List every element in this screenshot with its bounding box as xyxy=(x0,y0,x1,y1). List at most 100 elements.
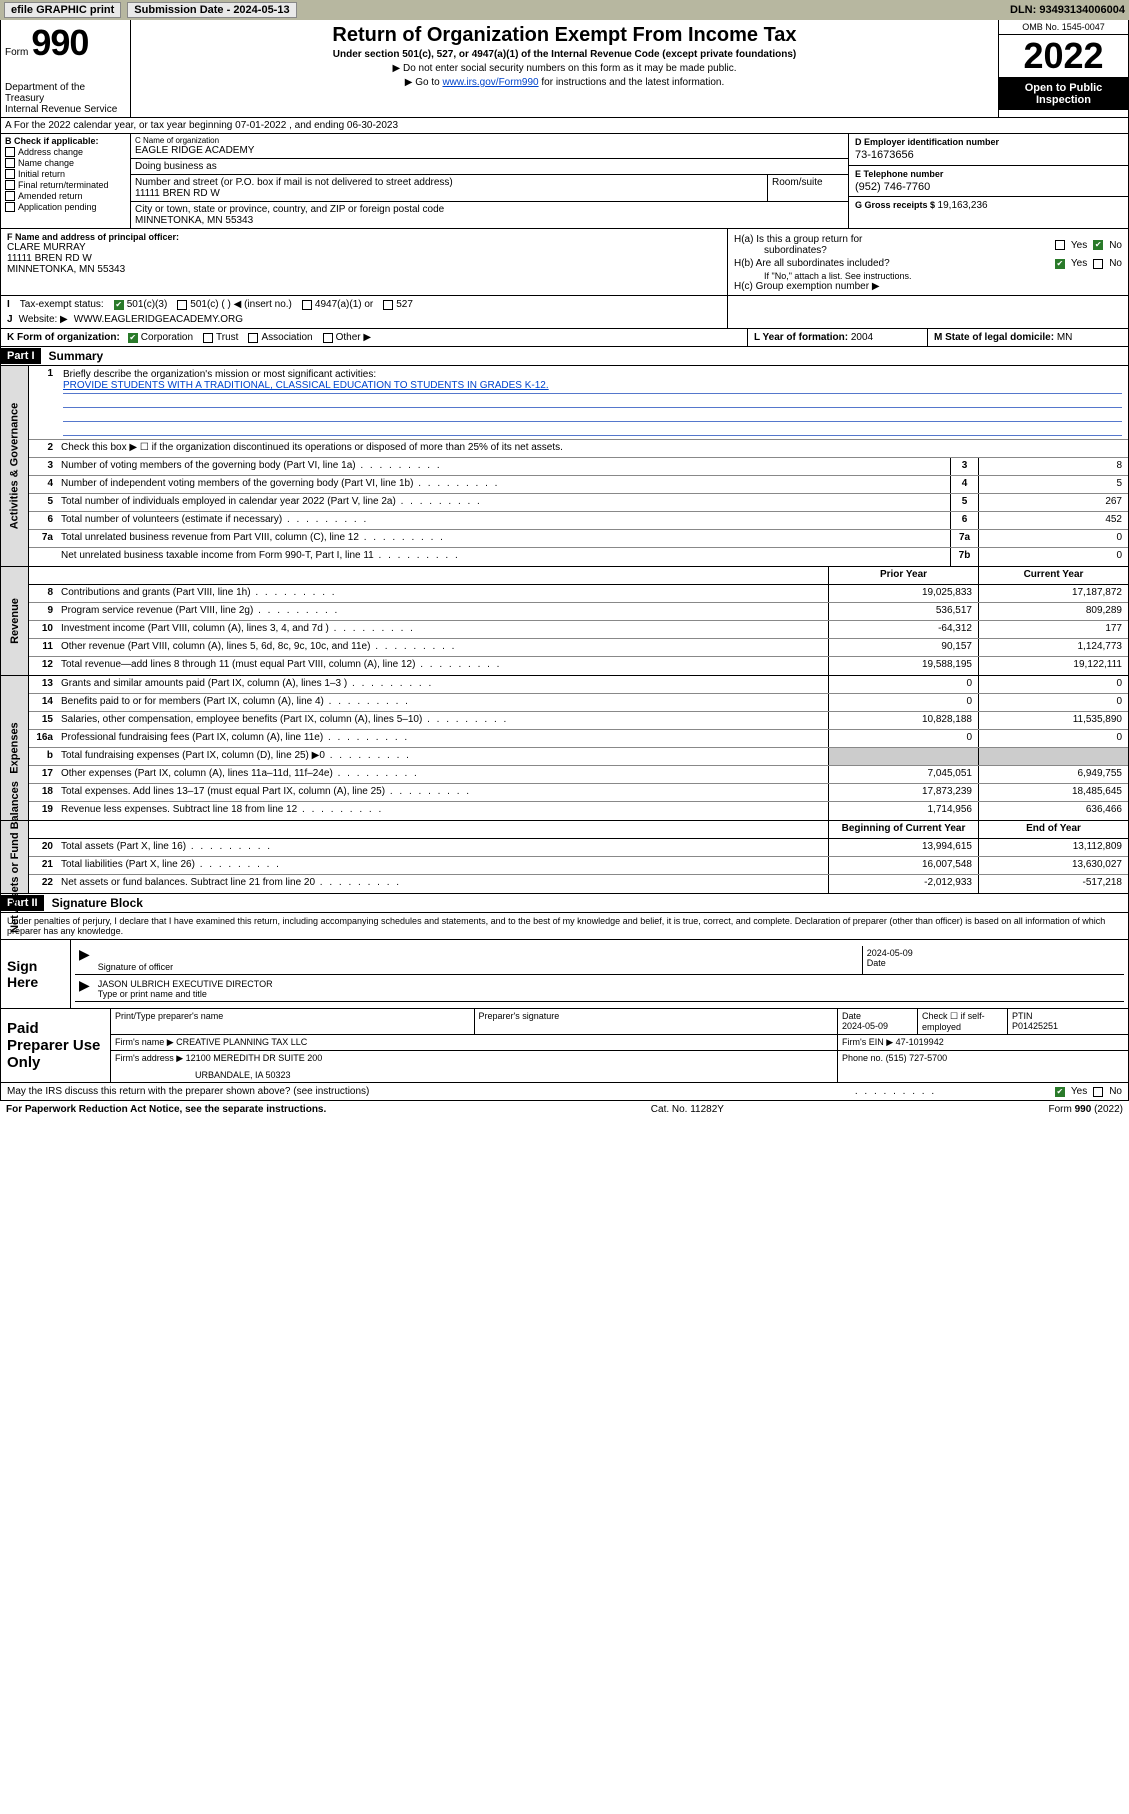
firm-phone-lab: Phone no. xyxy=(842,1053,883,1063)
tax-status-checkbox[interactable] xyxy=(177,300,187,310)
section-expenses: Expenses13Grants and similar amounts pai… xyxy=(0,676,1129,821)
ha-yes-checkbox[interactable] xyxy=(1055,240,1065,250)
footer-left: For Paperwork Reduction Act Notice, see … xyxy=(6,1104,326,1115)
firm-addr1: 12100 MEREDITH DR SUITE 200 xyxy=(186,1053,323,1063)
checkbox[interactable] xyxy=(5,147,15,157)
firm-addr2: URBANDALE, IA 50323 xyxy=(115,1064,833,1080)
table-row: 8Contributions and grants (Part VIII, li… xyxy=(29,585,1128,603)
header-right: OMB No. 1545-0047 2022 Open to Public In… xyxy=(998,20,1128,117)
block-ij: I Tax-exempt status: ✔501(c)(3)501(c) ( … xyxy=(0,296,1129,329)
table-row: bTotal fundraising expenses (Part IX, co… xyxy=(29,748,1128,766)
table-row: 6Total number of volunteers (estimate if… xyxy=(29,512,1128,530)
table-row: 11Other revenue (Part VIII, column (A), … xyxy=(29,639,1128,657)
side-tab: Activities & Governance xyxy=(1,366,29,566)
part1-badge: Part I xyxy=(1,348,41,364)
table-row: 16aProfessional fundraising fees (Part I… xyxy=(29,730,1128,748)
checkbox[interactable] xyxy=(5,180,15,190)
irs-yes-checkbox[interactable]: ✔ xyxy=(1055,1087,1065,1097)
section-activities-governance: Activities & Governance1Briefly describe… xyxy=(0,366,1129,567)
colb-item: Initial return xyxy=(5,169,126,179)
prep-selfemp: Check ☐ if self-employed xyxy=(918,1009,1008,1034)
table-row: 18Total expenses. Add lines 13–17 (must … xyxy=(29,784,1128,802)
checkbox[interactable] xyxy=(5,169,15,179)
prep-date-val: 2024-05-09 xyxy=(842,1021,888,1031)
tax-status-checkbox[interactable] xyxy=(383,300,393,310)
footer-row: For Paperwork Reduction Act Notice, see … xyxy=(0,1101,1129,1118)
firm-phone: (515) 727-5700 xyxy=(886,1053,948,1063)
table-row: Net unrelated business taxable income fr… xyxy=(29,548,1128,566)
omb-number: OMB No. 1545-0047 xyxy=(999,20,1128,35)
irs-no-checkbox[interactable] xyxy=(1093,1087,1103,1097)
firm-ein-lab: Firm's EIN ▶ xyxy=(842,1037,893,1047)
form-org-checkbox[interactable] xyxy=(248,333,258,343)
block-bcd: B Check if applicable: Address changeNam… xyxy=(0,134,1129,229)
row-a-tax-year: A For the 2022 calendar year, or tax yea… xyxy=(0,118,1129,134)
signature-block: Under penalties of perjury, I declare th… xyxy=(0,913,1129,1101)
table-row: 2Check this box ▶ ☐ if the organization … xyxy=(29,440,1128,458)
header-left: Form 990 Department of the Treasury Inte… xyxy=(1,20,131,117)
efile-btn[interactable]: efile GRAPHIC print xyxy=(4,2,121,18)
sig-declaration: Under penalties of perjury, I declare th… xyxy=(1,913,1128,940)
part2-header-row: Part II Signature Block xyxy=(0,894,1129,913)
hb-yes-checkbox[interactable]: ✔ xyxy=(1055,259,1065,269)
part1-title: Summary xyxy=(41,347,112,365)
table-row: 13Grants and similar amounts paid (Part … xyxy=(29,676,1128,694)
tax-status-checkbox[interactable] xyxy=(302,300,312,310)
colb-item: Name change xyxy=(5,158,126,168)
ptin-val: P01425251 xyxy=(1012,1021,1058,1031)
l-value: 2004 xyxy=(851,332,873,343)
form-org-checkbox[interactable] xyxy=(203,333,213,343)
table-row: 12Total revenue—add lines 8 through 11 (… xyxy=(29,657,1128,675)
table-row: 7aTotal unrelated business revenue from … xyxy=(29,530,1128,548)
name-label: C Name of organization xyxy=(135,136,844,145)
submission-date-btn[interactable]: Submission Date - 2024-05-13 xyxy=(127,2,296,18)
prep-name-hdr: Print/Type preparer's name xyxy=(111,1009,475,1034)
block-fh: F Name and address of principal officer:… xyxy=(0,229,1129,296)
org-address: 11111 BREN RD W xyxy=(135,188,763,199)
form-word: Form xyxy=(5,47,28,58)
col-d: D Employer identification number 73-1673… xyxy=(848,134,1128,228)
phone-value: (952) 746-7760 xyxy=(855,181,1122,193)
table-row: 1Briefly describe the organization's mis… xyxy=(29,366,1128,440)
col-b-check: B Check if applicable: Address changeNam… xyxy=(1,134,131,228)
colb-item: Application pending xyxy=(5,202,126,212)
checkbox[interactable] xyxy=(5,191,15,201)
form-org-checkbox[interactable]: ✔ xyxy=(128,333,138,343)
paid-preparer-label: Paid Preparer Use Only xyxy=(1,1009,111,1082)
sig-officer-label: Signature of officer xyxy=(98,962,858,972)
phone-label: E Telephone number xyxy=(855,169,1122,179)
city-label: City or town, state or province, country… xyxy=(135,204,844,215)
sig-name-title: JASON ULBRICH EXECUTIVE DIRECTOR xyxy=(98,979,1120,989)
checkbox[interactable] xyxy=(5,202,15,212)
col-f-officer: F Name and address of principal officer:… xyxy=(1,229,728,295)
table-row: 20Total assets (Part X, line 16)13,994,6… xyxy=(29,839,1128,857)
room-label: Room/suite xyxy=(772,177,844,188)
may-irs-discuss: May the IRS discuss this return with the… xyxy=(7,1086,855,1097)
table-row: 17Other expenses (Part IX, column (A), l… xyxy=(29,766,1128,784)
sign-here-label: Sign Here xyxy=(1,940,71,1008)
form-subtitle: Under section 501(c), 527, or 4947(a)(1)… xyxy=(139,49,990,60)
row-klm: K Form of organization: ✔CorporationTrus… xyxy=(0,329,1129,347)
form-title: Return of Organization Exempt From Incom… xyxy=(139,24,990,47)
part1-header-row: Part I Summary xyxy=(0,347,1129,366)
hb-label: H(b) Are all subordinates included? xyxy=(734,258,890,269)
addr-label: Number and street (or P.O. box if mail i… xyxy=(135,177,763,188)
hc-label: H(c) Group exemption number ▶ xyxy=(734,281,1122,292)
table-row: 9Program service revenue (Part VIII, lin… xyxy=(29,603,1128,621)
tax-status-checkbox[interactable]: ✔ xyxy=(114,300,124,310)
table-row: 4Number of independent voting members of… xyxy=(29,476,1128,494)
org-name: EAGLE RIDGE ACADEMY xyxy=(135,145,844,156)
checkbox[interactable] xyxy=(5,158,15,168)
table-row: 10Investment income (Part VIII, column (… xyxy=(29,621,1128,639)
part2-badge: Part II xyxy=(1,895,44,911)
ha-label: H(a) Is this a group return for xyxy=(734,234,862,245)
irs-link[interactable]: www.irs.gov/Form990 xyxy=(442,77,538,88)
ein-value: 73-1673656 xyxy=(855,149,1122,161)
website-label: Website: ▶ xyxy=(19,314,68,325)
ha-no-checkbox[interactable]: ✔ xyxy=(1093,240,1103,250)
hb-no-checkbox[interactable] xyxy=(1093,259,1103,269)
form-org-checkbox[interactable] xyxy=(323,333,333,343)
colb-item: Address change xyxy=(5,147,126,157)
officer-addr2: MINNETONKA, MN 55343 xyxy=(7,264,721,275)
dln-label: DLN: 93493134006004 xyxy=(1010,4,1125,16)
